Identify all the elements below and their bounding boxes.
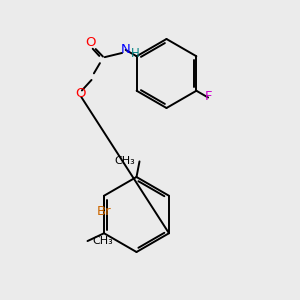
Text: CH₃: CH₃ (114, 156, 135, 167)
Text: O: O (75, 87, 86, 100)
Text: CH₃: CH₃ (92, 236, 113, 246)
Text: Br: Br (97, 205, 111, 218)
Text: O: O (85, 36, 96, 49)
Text: N: N (121, 44, 130, 56)
Text: F: F (204, 90, 212, 103)
Text: H: H (131, 47, 140, 60)
